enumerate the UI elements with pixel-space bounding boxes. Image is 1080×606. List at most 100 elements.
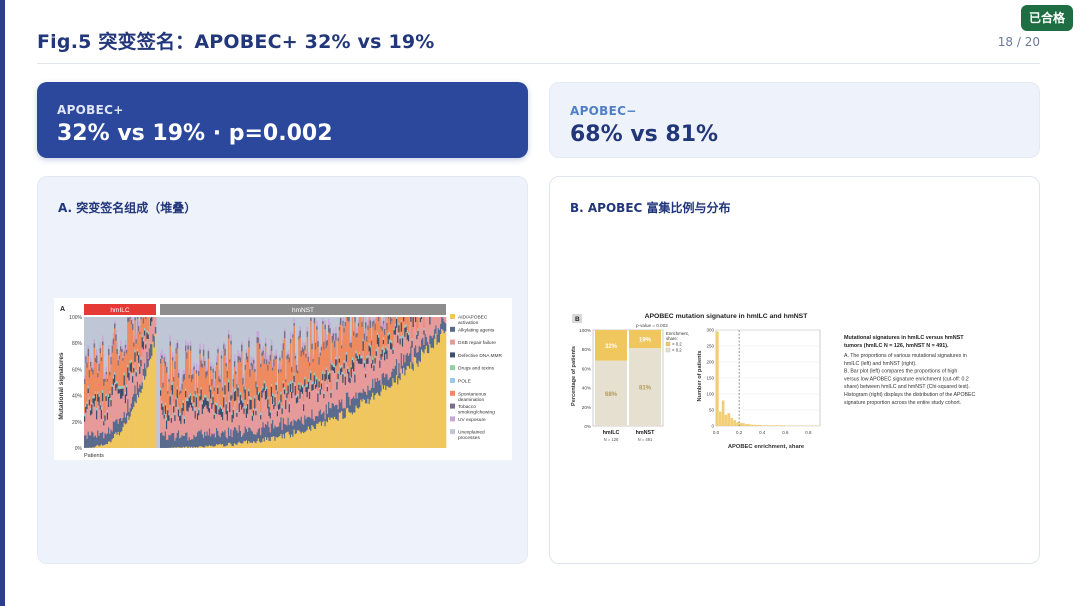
signature-bar-segment xyxy=(417,335,419,352)
signature-bar-segment xyxy=(205,405,207,436)
signature-bar-segment xyxy=(223,397,225,408)
signature-bar-segment xyxy=(239,357,242,363)
signature-bar-segment xyxy=(121,387,123,389)
signature-bar-segment xyxy=(216,356,218,363)
signature-bar-segment xyxy=(381,347,384,349)
signature-bar-segment xyxy=(134,350,136,353)
signature-bar-segment xyxy=(299,326,301,331)
signature-bar-segment xyxy=(176,432,179,448)
signature-bar-segment xyxy=(267,397,269,400)
signature-bar-segment xyxy=(273,428,275,437)
signature-bar-segment xyxy=(376,333,379,335)
signature-bar-segment xyxy=(87,393,90,432)
signature-bar-segment xyxy=(426,353,429,448)
signature-bar-segment xyxy=(180,412,182,415)
signature-bar-segment xyxy=(229,359,231,363)
signature-bar-segment xyxy=(367,356,369,358)
signature-bar-segment xyxy=(118,350,121,356)
signature-bar-segment xyxy=(238,412,241,426)
signature-bar-segment xyxy=(330,390,332,392)
signature-bar-segment xyxy=(397,334,399,336)
signature-bar-segment xyxy=(126,349,128,354)
signature-bar-segment xyxy=(268,364,270,405)
signature-bar-segment xyxy=(136,350,139,352)
signature-bar-segment xyxy=(333,406,336,417)
apobec-negative-label: APOBEC− xyxy=(570,104,637,118)
signature-bar-segment xyxy=(357,319,360,323)
signature-bar-segment xyxy=(403,317,405,322)
signature-bar-segment xyxy=(193,366,195,370)
signature-bar-segment xyxy=(163,363,166,413)
signature-bar-segment xyxy=(274,395,276,398)
legend-label: < 0.2 xyxy=(672,348,682,353)
signature-bar-segment xyxy=(182,400,185,402)
signature-bar-segment xyxy=(93,395,96,398)
signature-bar-segment xyxy=(141,317,144,335)
signature-bar-segment xyxy=(291,398,293,421)
legend-label: deamination xyxy=(458,397,484,403)
signature-bar-segment xyxy=(386,318,388,323)
signature-bar-segment xyxy=(299,387,301,390)
signature-bar-segment xyxy=(187,342,189,346)
signature-bar-segment xyxy=(373,362,375,364)
signature-bar-segment xyxy=(276,427,279,438)
signature-bar-segment xyxy=(263,441,266,448)
signature-bar-segment xyxy=(233,389,236,391)
signature-bar-segment xyxy=(407,317,410,333)
figure-a-ytick: 60% xyxy=(72,367,83,373)
signature-bar-segment xyxy=(258,401,261,428)
signature-bar-segment xyxy=(236,411,238,413)
signature-bar-segment xyxy=(176,388,179,390)
signature-bar-segment xyxy=(193,393,195,395)
signature-bar-segment xyxy=(367,385,369,399)
histogram-ytick: 250 xyxy=(706,344,714,349)
signature-bar-segment xyxy=(318,422,320,448)
signature-bar-segment xyxy=(186,399,188,401)
signature-bar-segment xyxy=(282,387,285,419)
signature-bar-segment xyxy=(180,386,182,391)
signature-bar-segment xyxy=(160,387,162,390)
signature-bar-segment xyxy=(114,382,116,422)
signature-bar-segment xyxy=(272,370,274,394)
signature-bar-segment xyxy=(114,433,116,448)
signature-bar-segment xyxy=(223,349,225,395)
signature-bar-segment xyxy=(348,397,350,412)
signature-bar-segment xyxy=(416,332,418,334)
signature-bar-segment xyxy=(298,382,300,384)
signature-bar-segment xyxy=(132,373,134,375)
signature-bar-segment xyxy=(360,357,362,359)
signature-bar-segment xyxy=(147,358,150,367)
signature-bar-segment xyxy=(362,350,365,389)
signature-bar-segment xyxy=(201,363,204,368)
signature-bar-segment xyxy=(397,376,399,385)
signature-bar-segment xyxy=(164,361,167,367)
signature-bar-segment xyxy=(244,388,247,390)
signature-bar-segment xyxy=(120,340,122,347)
signature-bar-segment xyxy=(235,388,237,390)
signature-bar-segment xyxy=(162,387,164,405)
signature-bar-segment xyxy=(212,394,214,396)
signature-bar-segment xyxy=(420,319,423,340)
signature-bar-segment xyxy=(236,384,238,391)
signature-bar-segment xyxy=(375,317,378,349)
figure-b-hist-xlabel: APOBEC enrichment, share xyxy=(728,444,805,450)
signature-bar-segment xyxy=(177,416,180,431)
signature-bar-segment xyxy=(325,348,328,368)
signature-bar-segment xyxy=(280,393,282,395)
signature-bar-segment xyxy=(186,410,188,433)
signature-bar-segment xyxy=(411,339,413,341)
signature-bar-segment xyxy=(294,353,297,356)
signature-bar-segment xyxy=(256,387,259,395)
signature-bar-segment xyxy=(206,398,208,400)
signature-bar-segment xyxy=(263,427,266,442)
signature-bar-segment xyxy=(412,317,415,328)
signature-bar-segment xyxy=(367,363,369,386)
signature-bar-segment xyxy=(161,358,163,401)
signature-bar-segment xyxy=(188,437,191,447)
figure-b: B APOBEC mutation signature in hmILC and… xyxy=(566,308,1026,450)
signature-bar-segment xyxy=(98,395,100,397)
signature-bar-segment xyxy=(344,417,347,448)
signature-bar-segment xyxy=(393,328,396,331)
signature-bar-segment xyxy=(257,394,260,400)
